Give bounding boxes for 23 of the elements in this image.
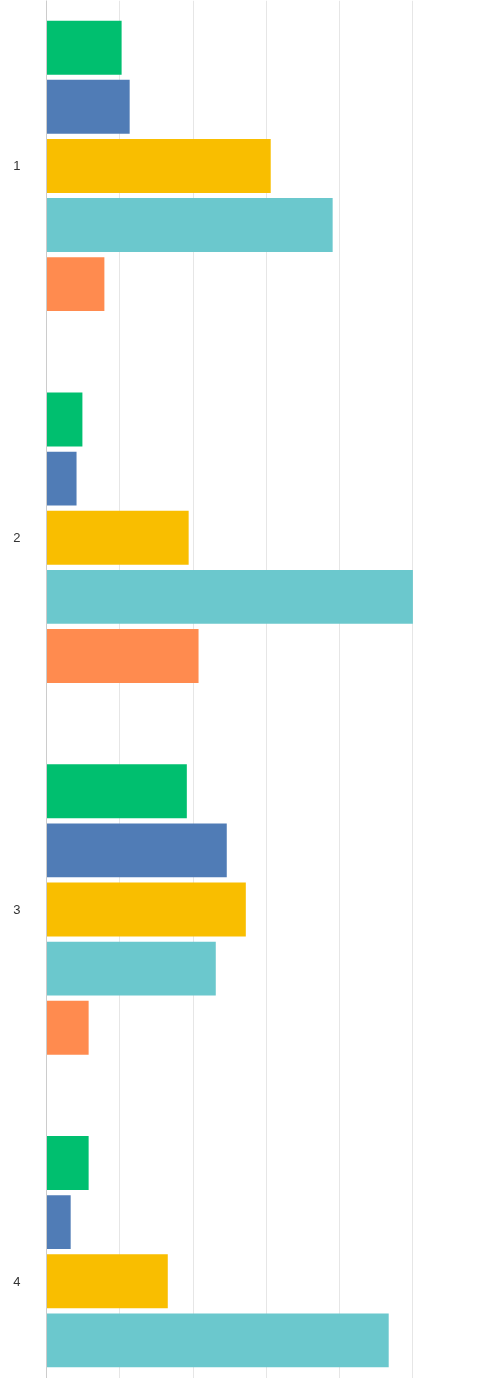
bar bbox=[46, 941, 216, 996]
y-tick-label: 3 bbox=[13, 902, 21, 917]
bar bbox=[46, 1254, 168, 1309]
bar bbox=[46, 257, 105, 312]
bar bbox=[46, 1000, 89, 1055]
bar bbox=[46, 1136, 89, 1191]
bar bbox=[46, 79, 130, 134]
bar bbox=[46, 628, 199, 683]
bar bbox=[46, 510, 189, 565]
y-tick-label: 4 bbox=[13, 1273, 21, 1289]
bar bbox=[46, 569, 413, 624]
bar bbox=[46, 764, 187, 819]
bar bbox=[46, 198, 333, 253]
bar bbox=[46, 451, 77, 506]
bar bbox=[46, 138, 271, 193]
y-tick-label: 2 bbox=[13, 530, 21, 546]
bar bbox=[46, 392, 83, 447]
bar bbox=[46, 20, 122, 75]
bar bbox=[46, 823, 227, 878]
bar bbox=[46, 1195, 71, 1250]
bar bbox=[46, 1313, 389, 1368]
y-tick-label: 1 bbox=[13, 158, 21, 174]
bar bbox=[46, 882, 246, 937]
